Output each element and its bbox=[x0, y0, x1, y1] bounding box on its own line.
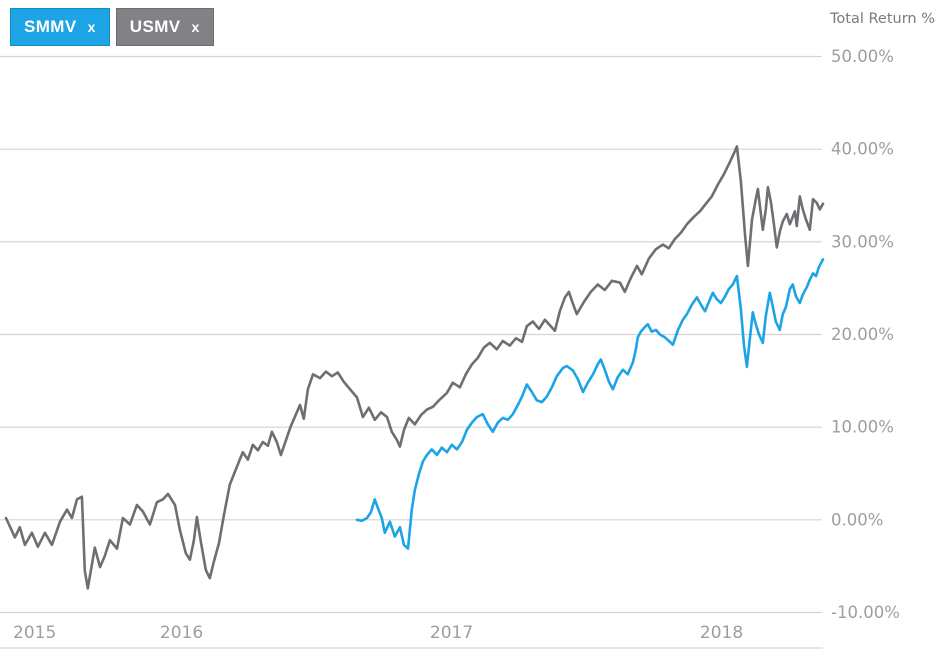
tag-smmv-label: SMMV bbox=[24, 17, 77, 36]
tag-usmv-label: USMV bbox=[129, 17, 181, 36]
fund-tag-list: SMMV x USMV x bbox=[10, 8, 214, 46]
y-axis-title: Total Return % bbox=[830, 11, 935, 27]
y-tick-label: 30.00% bbox=[831, 232, 894, 251]
tag-smmv[interactable]: SMMV x bbox=[10, 8, 110, 46]
y-tick-label: 10.00% bbox=[831, 418, 894, 437]
y-tick-label: 40.00% bbox=[831, 140, 894, 159]
remove-usmv-icon[interactable]: x bbox=[191, 19, 200, 35]
x-tick-label: 2015 bbox=[13, 623, 56, 643]
remove-smmv-icon[interactable]: x bbox=[87, 19, 96, 35]
x-tick-label: 2018 bbox=[700, 623, 743, 643]
y-tick-label: 20.00% bbox=[831, 325, 894, 344]
x-tick-label: 2017 bbox=[430, 623, 473, 643]
y-tick-label: -10.00% bbox=[831, 603, 900, 622]
series-line-usmv bbox=[4, 145, 825, 590]
y-tick-label: 50.00% bbox=[831, 47, 894, 66]
tag-usmv[interactable]: USMV x bbox=[115, 8, 214, 46]
x-tick-label: 2016 bbox=[160, 623, 203, 643]
y-tick-label: 0.00% bbox=[831, 510, 883, 529]
series-line-smmv bbox=[355, 258, 825, 550]
